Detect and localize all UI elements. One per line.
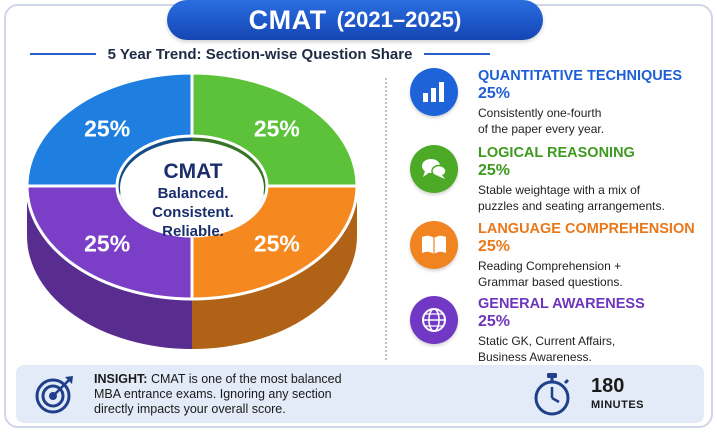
section-desc-line: Reading Comprehension + xyxy=(478,259,622,273)
section-language: LANGUAGE COMPREHENSION 25% Reading Compr… xyxy=(410,219,710,291)
slice-value-label: 25% xyxy=(84,231,130,257)
title-years: (2021–2025) xyxy=(336,7,462,32)
page-title: CMAT xyxy=(248,4,327,35)
section-desc-line: Grammar based questions. xyxy=(478,275,623,289)
globe-icon xyxy=(410,296,458,344)
section-desc-line: Stable weightage with a mix of xyxy=(478,183,641,197)
donut-center-label: CMAT Balanced. Consistent. Reliable. xyxy=(133,160,253,241)
section-description: Static GK, Current Affairs, Business Awa… xyxy=(478,333,708,365)
insight-line-3: directly impacts your overall score. xyxy=(94,402,286,416)
section-desc-line: puzzles and seating arrangements. xyxy=(478,199,665,213)
donut-hole xyxy=(120,141,264,235)
section-desc-line: Static GK, Current Affairs, xyxy=(478,334,616,348)
slice-top xyxy=(190,184,359,301)
duration-box: 180 MINUTES xyxy=(531,371,661,417)
slice-top xyxy=(25,184,194,301)
book-icon xyxy=(410,221,458,269)
slice-side-wall xyxy=(27,186,192,349)
slice-value-label: 25% xyxy=(84,115,130,141)
slice-side-wall xyxy=(192,186,357,349)
section-quantitative: QUANTITATIVE TECHNIQUES 25% Consistently… xyxy=(410,66,710,138)
section-percent: 25% xyxy=(478,162,511,179)
section-desc-line: Consistently one-fourth xyxy=(478,106,602,120)
speech-bubbles-icon xyxy=(410,145,458,193)
center-line-3: Reliable. xyxy=(162,223,224,240)
donut-chart: 25% 25% 25% 25% CMAT Balanced. Consistent. … xyxy=(20,68,365,353)
title-banner: CMAT (2021–2025) xyxy=(167,0,543,40)
section-desc-line: of the paper every year. xyxy=(478,122,605,136)
duration-value: 180 xyxy=(591,375,625,397)
donut-chart-svg: 25% 25% 25% 25% xyxy=(25,71,359,349)
insight-line-2: MBA entrance exams. Ignoring any section xyxy=(94,387,332,401)
section-percent: 25% xyxy=(478,85,511,102)
slice-top xyxy=(190,71,359,188)
subtitle: 5 Year Trend: Section-wise Question Shar… xyxy=(107,45,413,63)
insight-bar: INSIGHT: CMAT is one of the most balance… xyxy=(16,365,704,423)
section-percent: 25% xyxy=(478,238,511,255)
section-title: LANGUAGE COMPREHENSION xyxy=(478,221,695,237)
stopwatch-icon xyxy=(534,373,570,416)
section-logical: LOGICAL REASONING 25% Stable weightage w… xyxy=(410,143,710,215)
slice-top xyxy=(25,71,194,188)
section-description: Consistently one-fourth of the paper eve… xyxy=(478,105,708,137)
center-line-2: Consistent. xyxy=(152,204,234,221)
section-general-awareness: GENERAL AWARENESS 25% Static GK, Current… xyxy=(410,294,710,366)
section-description: Stable weightage with a mix of puzzles a… xyxy=(478,182,708,214)
section-title: QUANTITATIVE TECHNIQUES xyxy=(478,68,683,84)
slice-value-label: 25% xyxy=(254,231,300,257)
center-title: CMAT xyxy=(163,160,223,183)
section-description: Reading Comprehension + Grammar based qu… xyxy=(478,258,708,290)
insight-line-1: CMAT is one of the most balanced xyxy=(150,372,342,386)
slice-value-label: 25% xyxy=(254,115,300,141)
insight-label: INSIGHT: xyxy=(94,372,148,386)
target-icon xyxy=(35,376,73,414)
bar-chart-icon xyxy=(410,68,458,116)
subtitle-rule-right xyxy=(424,53,491,55)
insight-text: INSIGHT: CMAT is one of the most balance… xyxy=(94,372,394,417)
section-title: GENERAL AWARENESS xyxy=(478,296,645,312)
subtitle-row: 5 Year Trend: Section-wise Question Shar… xyxy=(30,44,491,64)
section-percent: 25% xyxy=(478,313,511,330)
section-desc-line: Business Awareness. xyxy=(478,350,592,364)
subtitle-rule-left xyxy=(30,53,96,55)
duration-unit: MINUTES xyxy=(591,399,644,411)
center-line-1: Balanced. xyxy=(157,185,229,202)
section-title: LOGICAL REASONING xyxy=(478,145,635,161)
vertical-divider xyxy=(385,78,387,360)
